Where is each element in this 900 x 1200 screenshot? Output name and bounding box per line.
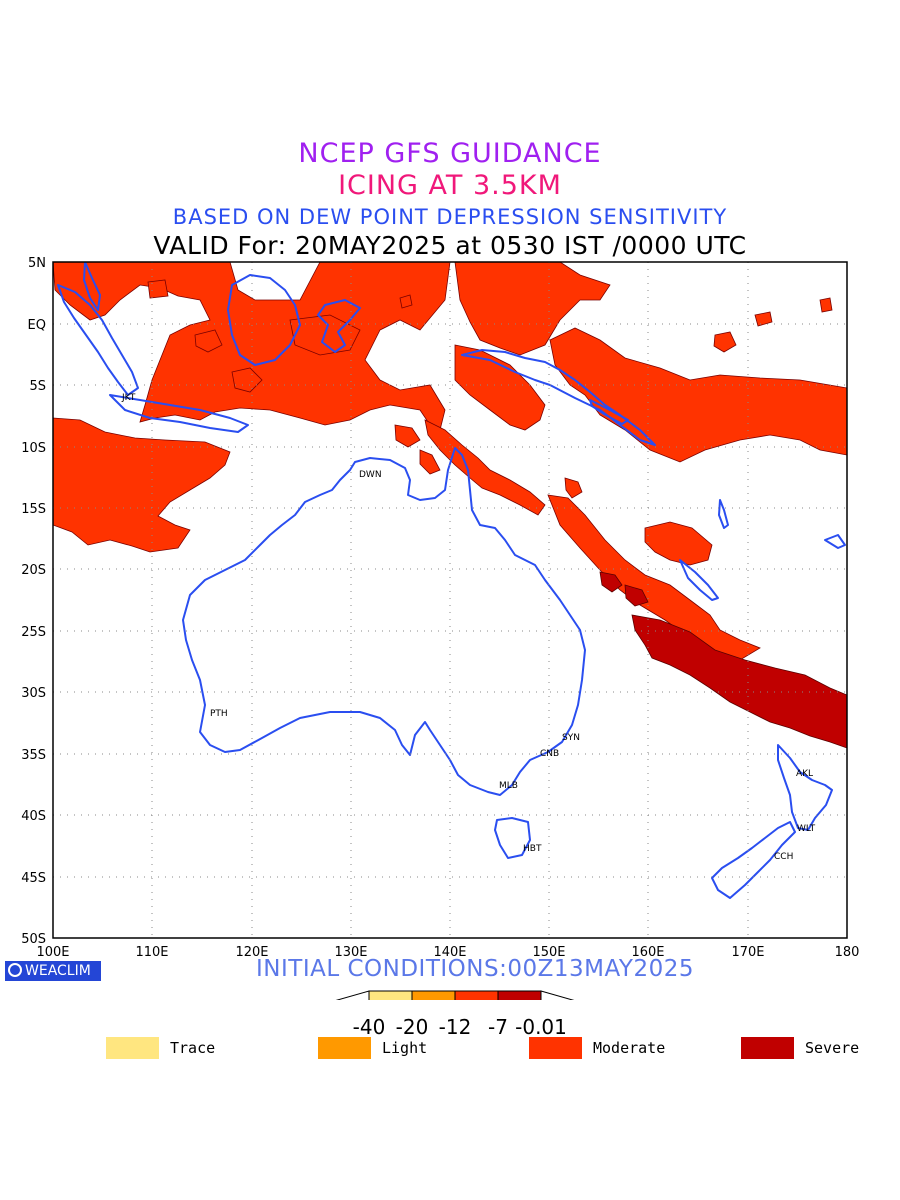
lon-label: 140E bbox=[433, 945, 466, 960]
colorbar-tick-label: -12 bbox=[438, 1015, 472, 1039]
lat-label: 50S bbox=[21, 932, 46, 947]
initial-conditions: INITIAL CONDITIONS:00Z13MAY2025 bbox=[256, 956, 694, 982]
lat-label: 40S bbox=[21, 809, 46, 824]
lat-label: 30S bbox=[21, 686, 46, 701]
title-method: BASED ON DEW POINT DEPRESSION SENSITIVIT… bbox=[172, 205, 728, 229]
lat-label: 45S bbox=[21, 871, 46, 886]
lat-label: 10S bbox=[21, 441, 46, 456]
city-label-hbt: HBT bbox=[523, 844, 542, 854]
new-zealand-north-coastline bbox=[777, 744, 833, 831]
colorbar-swatch-light bbox=[411, 990, 456, 1000]
legend-swatch bbox=[529, 1037, 582, 1059]
borneo-coastline bbox=[227, 274, 301, 366]
city-label-mlb: MLB bbox=[499, 781, 518, 791]
colorbar-tick-label: -20 bbox=[395, 1015, 429, 1039]
lat-label: 15S bbox=[21, 502, 46, 517]
lon-label: 130E bbox=[334, 945, 367, 960]
new-guinea-coastline bbox=[461, 349, 656, 446]
colorbar-tick-label: -7 bbox=[488, 1015, 508, 1039]
colorbar-tick-labels: -40 -20 -12 -7 -0.01 bbox=[0, 1015, 900, 1039]
legend-swatch bbox=[741, 1037, 794, 1059]
lon-label: 160E bbox=[631, 945, 664, 960]
solomon-islands-coastline bbox=[589, 399, 629, 425]
lon-label: 180 bbox=[835, 945, 860, 960]
malay-peninsula-coastline bbox=[83, 262, 101, 311]
new-caledonia-coastline bbox=[679, 559, 719, 601]
city-labels: JKT DWN PTH SYN CNB MLB HBT AKL WLT CCH bbox=[121, 393, 816, 862]
city-label-akl: AKL bbox=[796, 769, 813, 779]
city-label-syn: SYN bbox=[562, 733, 580, 743]
city-label-cnb: CNB bbox=[540, 749, 559, 759]
colorbar-swatch-severe bbox=[497, 990, 542, 1000]
sumatra-coastline bbox=[57, 284, 139, 396]
sulawesi-coastline bbox=[317, 299, 361, 353]
colorbar-swatch-trace bbox=[368, 990, 413, 1000]
colorbar-right-arrow bbox=[540, 990, 575, 1000]
java-coastline bbox=[109, 394, 249, 433]
copyright-circle-icon bbox=[8, 963, 22, 977]
lat-label: 5N bbox=[28, 256, 46, 271]
legend-label: Light bbox=[382, 1039, 428, 1057]
brand-label: WEACLIM bbox=[25, 963, 91, 979]
lat-label: 5S bbox=[29, 379, 46, 394]
weaclim-logo: WEACLIM bbox=[5, 961, 101, 981]
legend-swatch bbox=[106, 1037, 159, 1059]
new-zealand-south-coastline bbox=[711, 821, 796, 899]
map-frame bbox=[52, 261, 848, 939]
legend-label: Moderate bbox=[593, 1039, 666, 1057]
legend-label: Severe bbox=[805, 1039, 860, 1057]
longitude-labels: 100E 110E 120E 130E 140E 150E 160E 170E … bbox=[36, 945, 859, 960]
city-label-wlt: WLT bbox=[797, 824, 816, 834]
colorbar-tick-label: -40 bbox=[352, 1015, 386, 1039]
lon-label: 100E bbox=[36, 945, 69, 960]
lat-label: 20S bbox=[21, 563, 46, 578]
coastlines bbox=[57, 262, 846, 899]
colorbar bbox=[335, 990, 575, 1000]
colorbar-swatch-moderate bbox=[454, 990, 499, 1000]
latitude-labels: 5N EQ 5S 10S 15S 20S 25S 30S 35S 40S 45S… bbox=[21, 256, 46, 947]
lat-label: EQ bbox=[28, 318, 46, 333]
map-field bbox=[53, 262, 847, 899]
legend-label: Trace bbox=[170, 1039, 216, 1057]
title-valid-time: VALID For: 20MAY2025 at 0530 IST /0000 U… bbox=[153, 231, 747, 260]
lat-label: 25S bbox=[21, 625, 46, 640]
legend-swatch bbox=[318, 1037, 371, 1059]
city-label-cch: CCH bbox=[774, 852, 793, 862]
australia-coastline bbox=[182, 447, 586, 796]
lon-label: 170E bbox=[731, 945, 764, 960]
graticule bbox=[53, 262, 847, 938]
title-product: ICING AT 3.5KM bbox=[338, 170, 562, 201]
title-model: NCEP GFS GUIDANCE bbox=[298, 138, 602, 169]
severe-icing-regions bbox=[599, 571, 847, 749]
lat-label: 35S bbox=[21, 748, 46, 763]
lon-label: 120E bbox=[235, 945, 268, 960]
icing-map: 5N EQ 5S 10S 15S 20S 25S 30S 35S 40S 45S… bbox=[21, 256, 859, 1000]
city-label-pth: PTH bbox=[210, 709, 228, 719]
city-label-jkt: JKT bbox=[121, 393, 136, 403]
tasmania-coastline bbox=[494, 817, 531, 859]
city-label-dwn: DWN bbox=[359, 470, 382, 480]
lon-label: 150E bbox=[532, 945, 565, 960]
colorbar-left-arrow bbox=[335, 990, 370, 1000]
colorbar-tick-label: -0.01 bbox=[515, 1015, 567, 1039]
lon-label: 110E bbox=[135, 945, 168, 960]
